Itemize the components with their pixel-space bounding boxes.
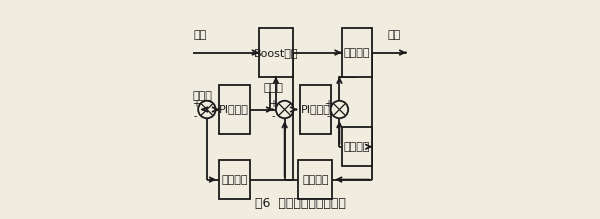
Bar [300,85,331,134]
Circle shape [276,101,293,118]
Bar [219,160,250,199]
Text: 图6  闭环负反馈控制框图: 图6 闭环负反馈控制框图 [254,197,346,210]
Text: -: - [326,111,330,121]
Text: 预定值: 预定值 [193,91,212,101]
Text: -: - [272,111,275,121]
Text: 输入: 输入 [193,30,206,40]
Text: PI调节器: PI调节器 [220,104,249,115]
Text: 电压反馈: 电压反馈 [302,175,329,185]
Text: PI调节器: PI调节器 [301,104,330,115]
Text: 逆变电路: 逆变电路 [344,48,370,58]
Text: 输出: 输出 [388,30,401,40]
Text: +: + [324,99,332,109]
Bar [341,28,372,77]
Text: 电流反馈: 电流反馈 [344,142,370,152]
Text: Boost电路: Boost电路 [254,48,298,58]
Circle shape [198,101,215,118]
Text: +: + [191,99,200,109]
Bar [259,28,293,77]
Bar [298,160,332,199]
Bar [219,85,250,134]
Text: 电压反馈: 电压反馈 [221,175,248,185]
Text: 预定值: 预定值 [263,83,283,93]
Circle shape [331,101,348,118]
Text: -: - [194,111,197,121]
Text: +: + [269,99,277,109]
Bar [341,127,372,166]
